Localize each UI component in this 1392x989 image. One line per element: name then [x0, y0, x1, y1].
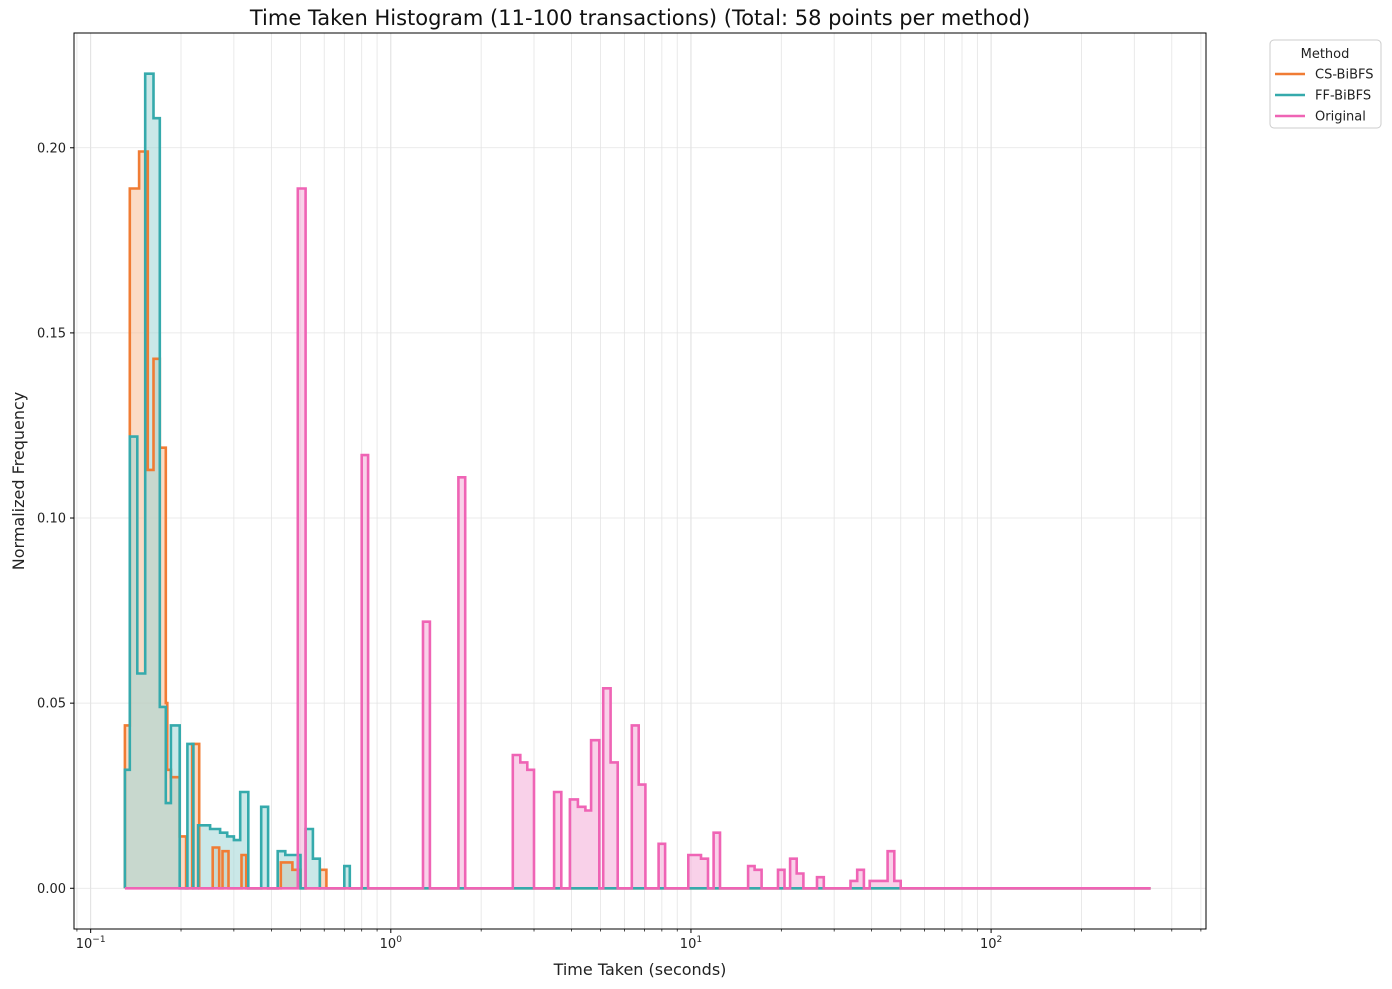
legend-title: Method	[1301, 47, 1350, 62]
chart-title: Time Taken Histogram (11-100 transaction…	[249, 6, 1030, 30]
legend-box	[1269, 39, 1382, 129]
y-tick-label: 0.10	[37, 512, 66, 527]
legend: Method CS-BiBFS FF-BiBFS Original	[1269, 39, 1382, 129]
y-tick-label: 0.20	[37, 141, 66, 156]
legend-label: CS-BiBFS	[1315, 68, 1374, 83]
x-tick-label: 102	[980, 935, 1002, 952]
x-tick-label: 100	[380, 935, 403, 952]
legend-label: Original	[1315, 110, 1366, 125]
x-axis-label: Time Taken (seconds)	[553, 960, 727, 979]
x-tick-label: 10−1	[76, 935, 106, 952]
x-tick-label: 101	[680, 935, 702, 952]
y-axis-label: Normalized Frequency	[9, 392, 28, 570]
legend-label: FF-BiBFS	[1315, 89, 1371, 104]
series-line-original	[124, 187, 1151, 890]
series-lines	[123, 72, 1151, 890]
y-tick-label: 0.05	[37, 697, 66, 712]
plot-frame	[73, 32, 1207, 930]
axis-ticks: 10−1 100 101 102 0.00 0.05 0.10 0.15 0.20	[37, 141, 1202, 952]
y-tick-label: 0.00	[37, 882, 66, 897]
legend-items: CS-BiBFS FF-BiBFS Original	[1275, 68, 1374, 125]
series-line-cs-bibfs	[123, 150, 1151, 890]
y-tick-label: 0.15	[37, 326, 66, 341]
